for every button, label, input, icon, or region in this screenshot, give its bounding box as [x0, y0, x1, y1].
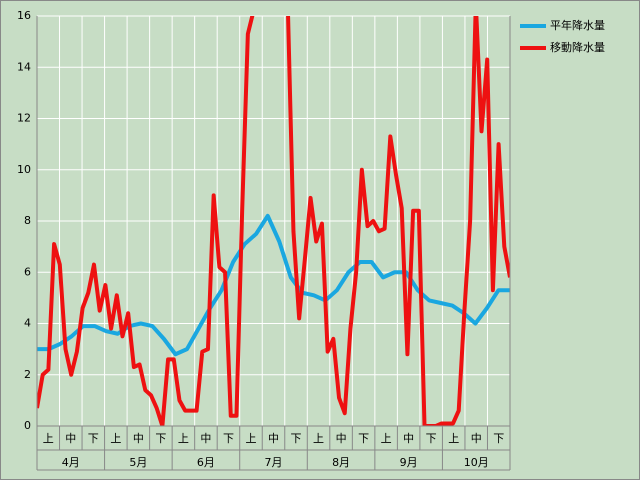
y-tick-label: 16 [17, 9, 31, 22]
x-sub-label: 下 [493, 432, 504, 445]
x-month-label: 4月 [62, 456, 80, 469]
x-sub-label: 上 [110, 432, 121, 445]
x-sub-label: 中 [403, 432, 414, 445]
x-sub-label: 上 [313, 432, 324, 445]
x-sub-label: 中 [65, 432, 76, 445]
x-sub-label: 下 [155, 432, 166, 445]
x-sub-label: 中 [133, 432, 144, 445]
x-month-label: 6月 [197, 456, 215, 469]
y-tick-label: 8 [24, 214, 31, 227]
x-sub-label: 下 [426, 432, 437, 445]
x-month-label: 10月 [464, 456, 489, 469]
x-sub-label: 下 [291, 432, 302, 445]
y-tick-label: 10 [17, 163, 31, 176]
series-line [37, 213, 510, 357]
x-sub-label: 上 [178, 432, 189, 445]
x-sub-label: 下 [358, 432, 369, 445]
legend-label: 平年降水量 [550, 18, 605, 32]
x-month-label: 9月 [400, 456, 418, 469]
x-month-label: 8月 [332, 456, 350, 469]
x-sub-label: 下 [88, 432, 99, 445]
x-sub-label: 上 [448, 432, 459, 445]
x-sub-label: 上 [43, 432, 54, 445]
y-tick-label: 14 [17, 60, 31, 73]
series-line [37, 16, 510, 426]
y-tick-label: 6 [24, 265, 31, 278]
x-sub-label: 中 [200, 432, 211, 445]
y-tick-label: 0 [24, 419, 31, 432]
y-tick-label: 4 [24, 317, 31, 330]
x-sub-label: 下 [223, 432, 234, 445]
x-sub-label: 上 [245, 432, 256, 445]
x-month-label: 7月 [265, 456, 283, 469]
x-sub-label: 中 [336, 432, 347, 445]
y-tick-label: 2 [24, 368, 31, 381]
x-sub-label: 上 [381, 432, 392, 445]
x-sub-label: 中 [471, 432, 482, 445]
x-month-label: 5月 [129, 456, 147, 469]
legend-label: 移動降水量 [550, 40, 605, 54]
x-sub-label: 中 [268, 432, 279, 445]
y-tick-label: 12 [17, 112, 31, 125]
